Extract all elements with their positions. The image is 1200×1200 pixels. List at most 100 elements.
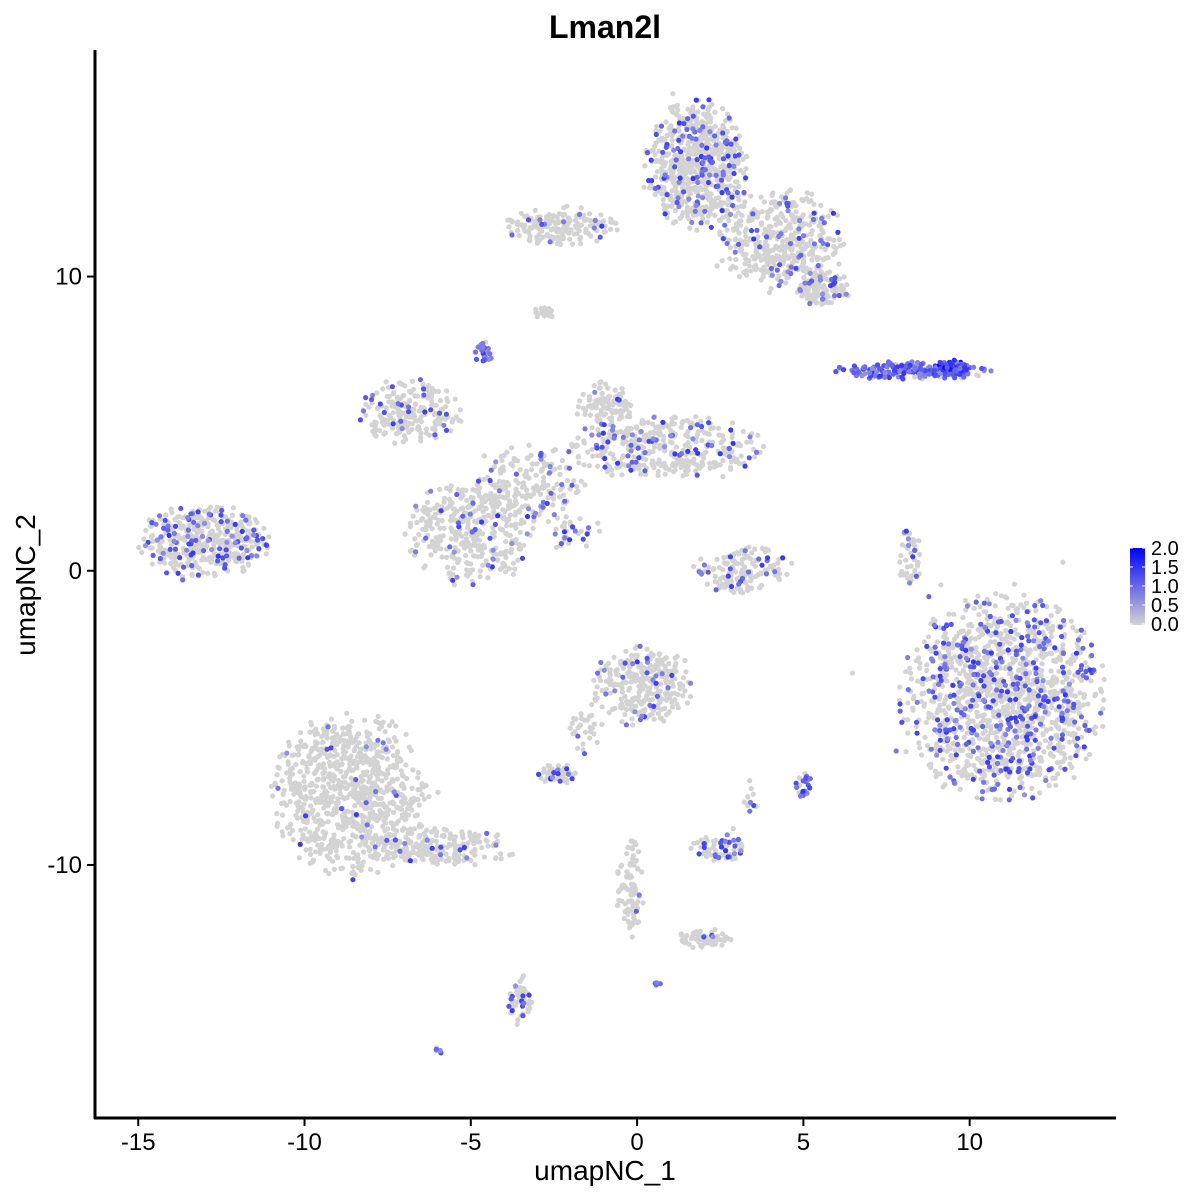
cell-point	[433, 540, 440, 546]
cell-point	[513, 537, 519, 543]
cell-point	[450, 565, 457, 571]
cell-point	[928, 712, 934, 718]
cell-point	[597, 380, 603, 386]
cell-point	[626, 687, 632, 693]
cell-point	[228, 525, 234, 531]
cell-point	[249, 544, 255, 550]
cell-point	[355, 731, 361, 737]
cell-point	[593, 398, 599, 404]
cell-point	[415, 426, 421, 432]
cell-point	[644, 646, 650, 652]
cell-point	[743, 153, 749, 159]
cell-point	[974, 703, 980, 709]
cell-point	[784, 571, 790, 577]
cell-point	[905, 730, 911, 736]
cell-point	[611, 456, 617, 462]
cell-point	[494, 499, 501, 505]
cell-point	[479, 546, 485, 552]
cell-point	[1047, 650, 1053, 656]
cell-point	[976, 652, 982, 658]
cell-point	[280, 833, 286, 839]
cell-point	[447, 570, 453, 576]
cell-point	[594, 238, 600, 244]
cell-point	[672, 207, 679, 214]
cell-point	[772, 256, 778, 262]
cell-point	[804, 243, 810, 249]
cell-point	[945, 743, 951, 750]
cell-point	[1060, 559, 1066, 565]
cell-point	[657, 699, 663, 705]
cell-point	[297, 730, 304, 736]
cell-point	[794, 242, 800, 248]
cell-point	[559, 457, 566, 464]
cell-point	[594, 453, 601, 459]
cell-point	[691, 563, 697, 570]
cell-point	[632, 645, 639, 651]
cell-point	[315, 812, 321, 818]
cell-point	[760, 274, 766, 280]
cell-point	[672, 697, 678, 703]
cell-point	[586, 211, 593, 217]
cell-point	[1054, 759, 1060, 766]
cell-point	[453, 414, 459, 420]
cell-point	[780, 238, 786, 245]
cell-point	[849, 670, 855, 676]
cell-point	[721, 200, 727, 206]
cell-point	[607, 450, 613, 457]
cell-point	[401, 392, 407, 398]
cell-point	[326, 843, 332, 849]
cell-point	[638, 669, 645, 675]
cell-point	[1070, 625, 1076, 631]
cell-point	[342, 773, 348, 779]
cell-point	[727, 245, 734, 251]
cell-point	[420, 405, 426, 411]
cell-point	[677, 681, 683, 687]
cell-point	[822, 275, 828, 281]
cell-point	[624, 698, 630, 705]
cell-point	[205, 570, 211, 576]
cell-point	[664, 152, 670, 158]
cell-point	[736, 551, 742, 557]
cell-point	[669, 137, 675, 143]
cell-point	[930, 699, 937, 705]
cell-point	[719, 146, 725, 152]
cell-point	[1053, 782, 1059, 788]
cell-point	[608, 216, 614, 222]
cell-point	[632, 653, 638, 659]
cell-point	[1017, 728, 1023, 734]
cell-point	[684, 471, 690, 477]
cell-point	[649, 711, 655, 717]
cell-point	[992, 730, 998, 736]
cell-point	[664, 215, 670, 221]
cell-point	[687, 693, 694, 700]
cell-point	[512, 566, 518, 572]
cell-point	[536, 232, 542, 238]
cell-point	[302, 826, 308, 832]
cell-point	[1022, 697, 1028, 703]
cell-point	[425, 383, 432, 389]
cell-point	[737, 218, 743, 224]
cell-point	[526, 237, 532, 243]
cell-point	[293, 761, 299, 768]
cell-point	[1015, 606, 1021, 612]
cell-point	[837, 276, 843, 282]
cell-point	[372, 425, 378, 432]
cell-point	[768, 285, 774, 291]
cell-point	[303, 847, 309, 853]
cell-point	[515, 480, 522, 486]
cell-point	[690, 167, 696, 173]
cell-point	[383, 815, 389, 821]
cell-point	[654, 123, 660, 129]
cell-point	[399, 827, 406, 833]
cell-point	[548, 308, 555, 314]
cell-point	[707, 465, 713, 471]
cell-point	[1020, 740, 1026, 746]
cell-point	[905, 700, 911, 706]
cell-point	[421, 565, 427, 571]
cell-point	[176, 520, 182, 526]
cell-point	[311, 788, 317, 795]
cell-point	[522, 472, 528, 478]
cell-point	[406, 429, 412, 435]
cell-point	[720, 215, 726, 221]
cell-point	[742, 229, 748, 235]
